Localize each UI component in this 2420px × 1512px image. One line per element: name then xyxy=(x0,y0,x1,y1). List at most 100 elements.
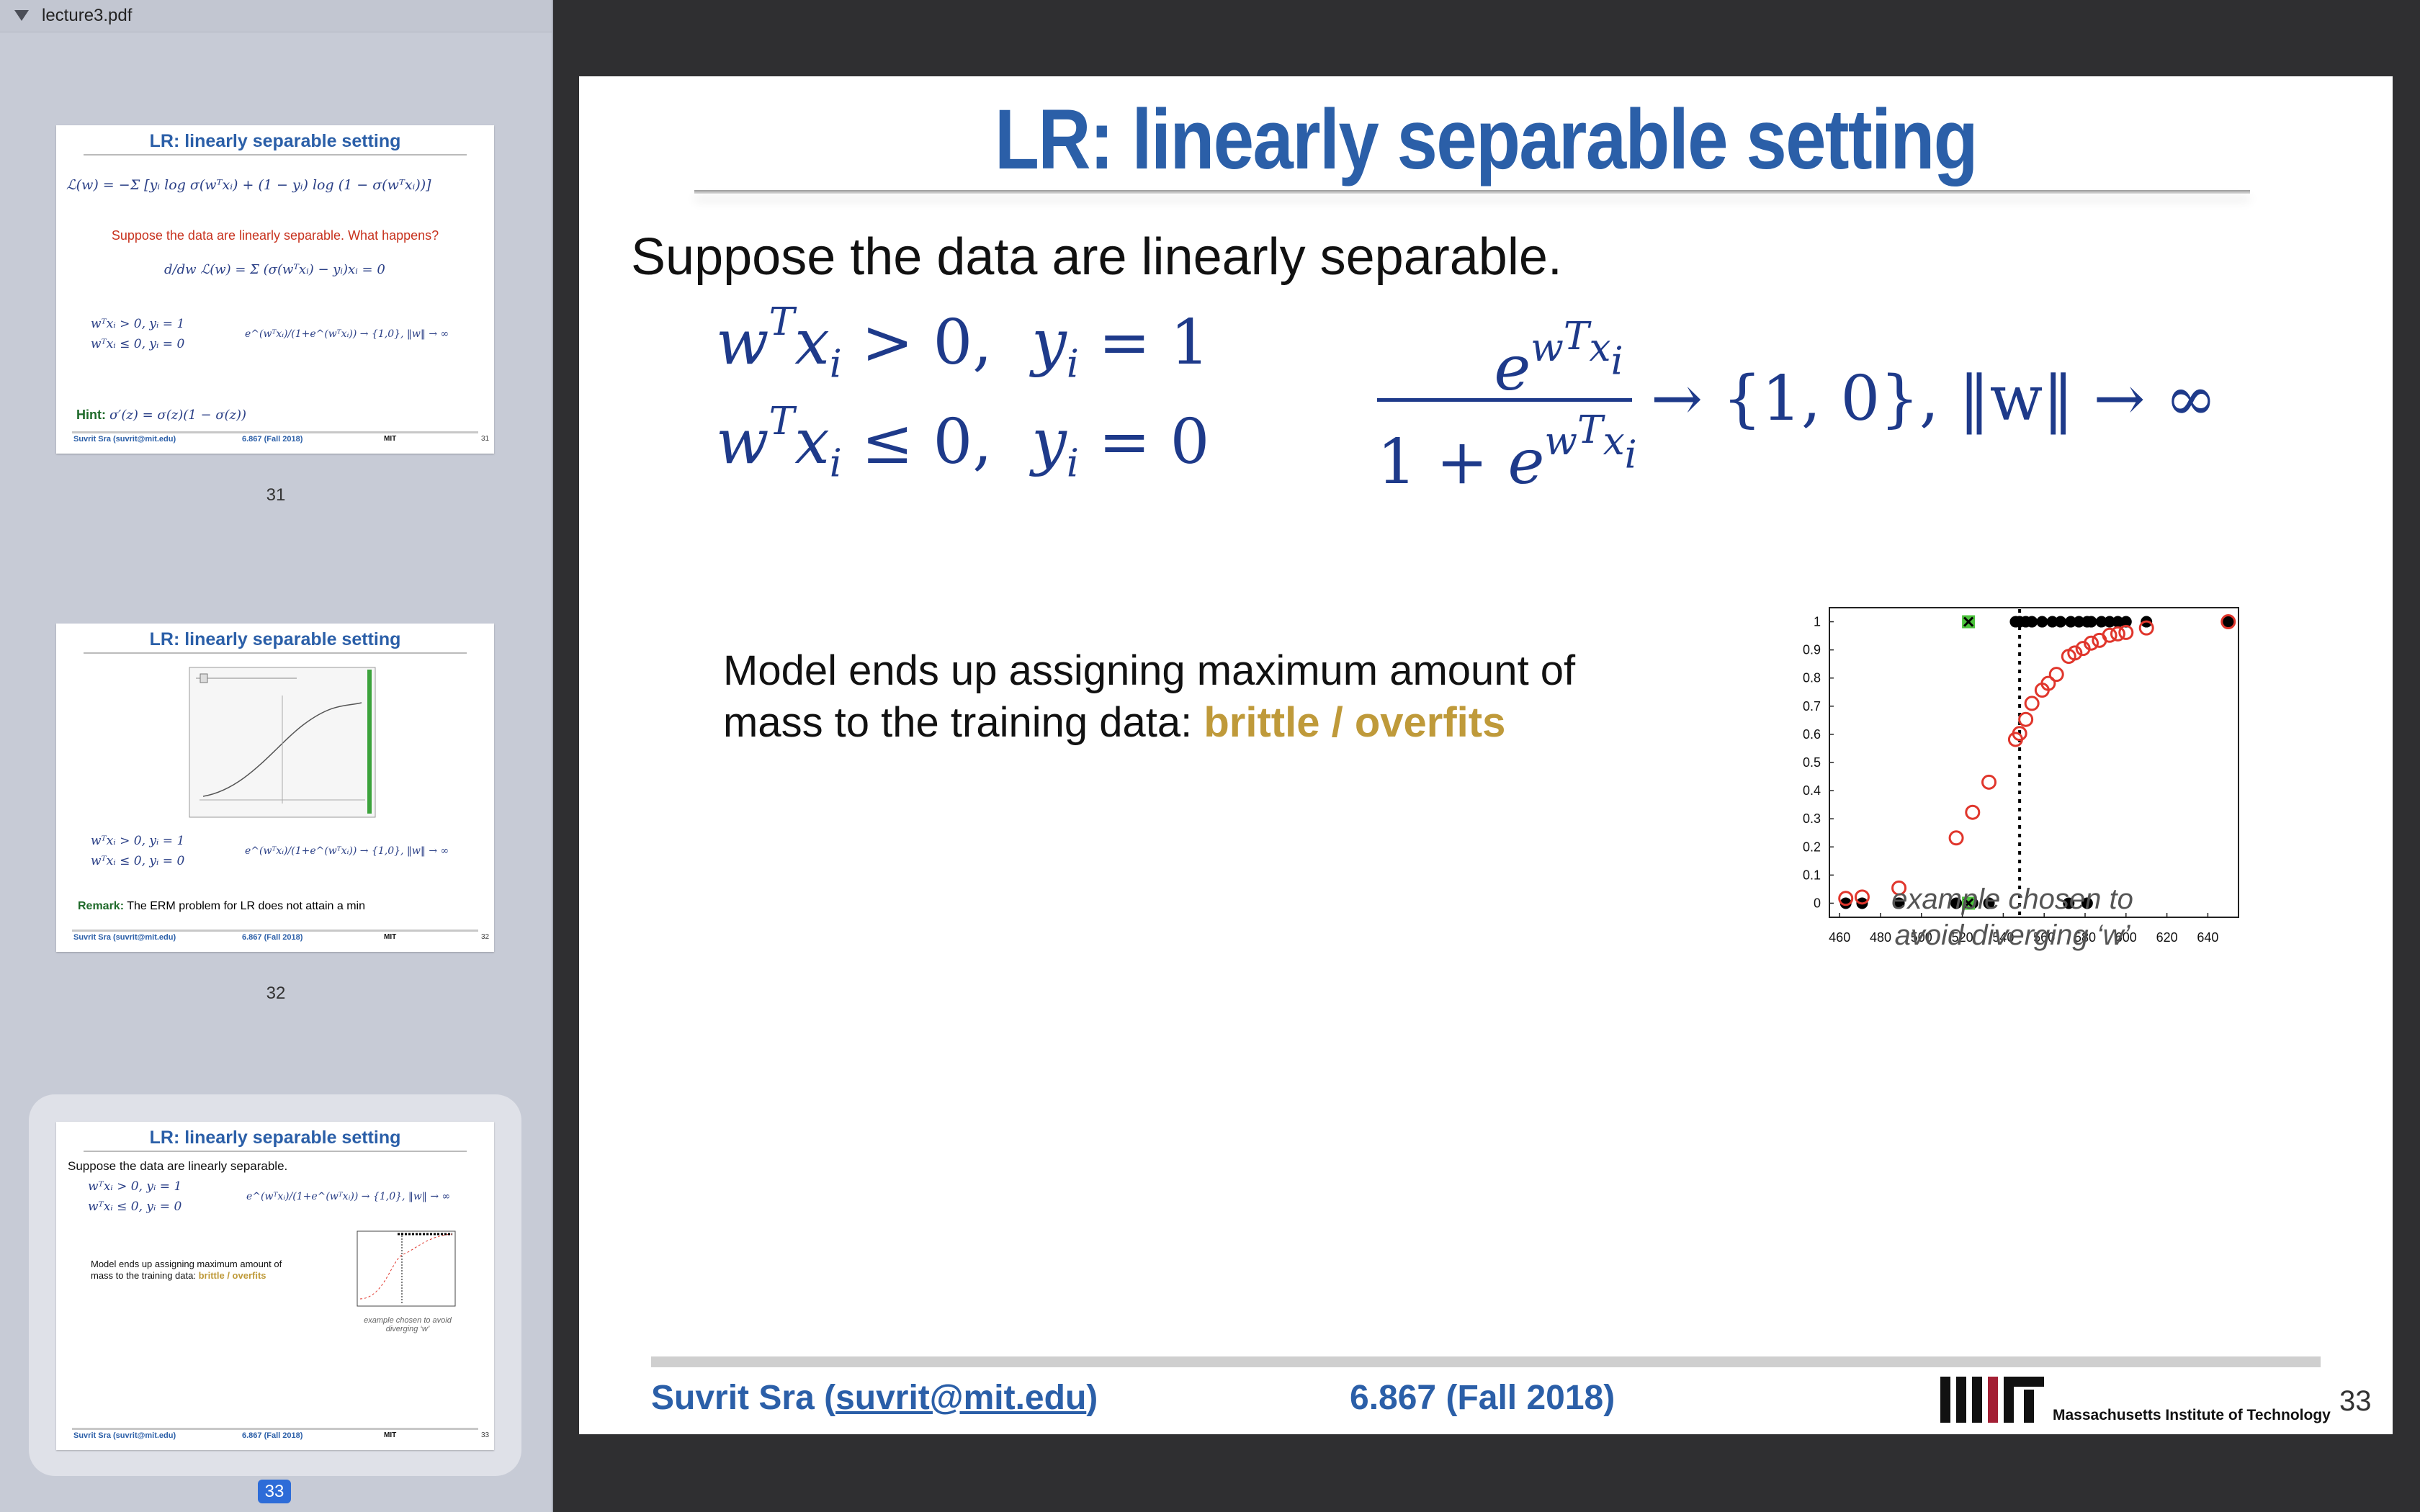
thumb-model-line2: mass to the training data: brittle / ove… xyxy=(91,1270,266,1281)
sidebar-header[interactable]: lecture3.pdf xyxy=(0,0,552,32)
thumb-model-line1: Model ends up assigning maximum amount o… xyxy=(91,1259,282,1269)
x-tick-label: 520 xyxy=(1952,930,1973,945)
fitted-probability-point xyxy=(1838,891,1854,906)
data-point-filled xyxy=(2073,616,2085,628)
condition-1: wᵀxᵢ > 0, yᵢ = 1 xyxy=(88,1179,182,1194)
data-point-filled xyxy=(2104,616,2116,628)
y-tick-label: 1 xyxy=(1814,615,1821,629)
model-line-2: mass to the training data: brittle / ove… xyxy=(723,697,1575,749)
x-tick-label: 600 xyxy=(2115,930,2137,945)
fitted-probability-point xyxy=(1891,880,1907,896)
fitted-probability-point xyxy=(2118,624,2134,640)
slide-title: LR: linearly separable setting xyxy=(995,92,1978,187)
model-line-2-text: mass to the training data: xyxy=(723,699,1204,746)
axis-ticks: 460 480 500 520 540 560 580 600 620 640 0 0.1 0.2 0.3… xyxy=(1803,615,2218,945)
limit-formula: e^(wᵀxᵢ)/(1+e^(wᵀxᵢ)) → {1,0}, ‖w‖ → ∞ xyxy=(246,1191,451,1202)
footer-course: 6.867 (Fall 2018) xyxy=(1350,1379,1615,1417)
footer-author: Suvrit Sra (suvrit@mit.edu) xyxy=(651,1378,1098,1418)
title-rule xyxy=(694,190,2250,194)
footer-email-link[interactable]: suvrit@mit.edu xyxy=(835,1379,1087,1417)
embedded-plot-icon xyxy=(189,667,376,818)
x-tick-label: 580 xyxy=(2074,930,2096,945)
data-point-filled xyxy=(2054,616,2066,628)
thumbnail-sidebar: lecture3.pdf LR: linearly separable sett… xyxy=(0,0,553,1512)
fitted-probability-point xyxy=(2138,620,2154,636)
gradient-formula: d/dw ℒ(w) = Σ (σ(wᵀxᵢ) − yᵢ)xᵢ = 0 xyxy=(164,262,385,277)
mit-logo-icon xyxy=(1940,1377,2044,1423)
fitted-probability-point xyxy=(1965,804,1981,820)
footer-rule xyxy=(72,431,478,433)
x-tick-label: 480 xyxy=(1870,930,1891,945)
x-tick-label: 460 xyxy=(1829,930,1850,945)
file-name: lecture3.pdf xyxy=(42,6,133,25)
thumb-footer-course: 6.867 (Fall 2018) xyxy=(242,1431,303,1440)
logistic-fit-chart: 460 480 500 520 540 560 580 600 620 640 0 0.1 0.2 0.3… xyxy=(1803,607,2239,945)
model-line-1: Model ends up assigning maximum amount o… xyxy=(723,647,1576,694)
fitted-probability-point xyxy=(2018,711,2034,727)
thumb-footer-author: Suvrit Sra (suvrit@mit.edu) xyxy=(73,933,176,942)
data-point-filled xyxy=(2112,616,2124,628)
hint-formula: σ′(z) = σ(z)(1 − σ(z)) xyxy=(109,408,247,423)
loss-formula: ℒ(w) = −Σ [yᵢ log σ(wᵀxᵢ) + (1 − yᵢ) log… xyxy=(66,177,431,193)
thumbnail-page-32[interactable]: LR: linearly separable setting wᵀxᵢ > 0,… xyxy=(56,624,494,952)
data-point-filled xyxy=(2063,897,2075,909)
title-rule xyxy=(84,652,467,654)
disclosure-triangle-icon[interactable] xyxy=(14,10,29,21)
question-text: Suppose the data are linearly separable.… xyxy=(111,228,439,243)
y-tick-label: 0.3 xyxy=(1803,811,1821,826)
y-tick-label: 0.8 xyxy=(1803,671,1821,685)
condition-2: wᵀxᵢ ≤ 0, yᵢ = 0 xyxy=(91,854,185,868)
y-tick-label: 0.1 xyxy=(1803,868,1821,882)
thumb-chart-icon xyxy=(357,1230,456,1307)
thumbnail-label-32: 32 xyxy=(266,984,286,1003)
chart-caption: example chosen to avoid diverging ‘w’ xyxy=(1811,881,2214,953)
fitted-probability-point xyxy=(2067,645,2083,661)
data-point-filled xyxy=(2065,616,2077,628)
thumb-title: LR: linearly separable setting xyxy=(149,1128,401,1148)
data-point-filled xyxy=(2095,616,2107,628)
x-tick-label: 500 xyxy=(1911,930,1932,945)
limit-formula: e^(wᵀxᵢ)/(1+e^(wᵀxᵢ)) → {1,0}, ‖w‖ → ∞ xyxy=(245,328,449,340)
limit-formula: e^(wᵀxᵢ)/(1+e^(wᵀxᵢ)) → {1,0}, ‖w‖ → ∞ xyxy=(245,845,449,857)
fitted-probability-point xyxy=(1948,830,1964,846)
data-point-filled xyxy=(2036,616,2048,628)
highlighted-point-cross xyxy=(1963,616,1974,627)
remark-label: Remark: xyxy=(78,900,125,912)
mit-logo-icon: MIT xyxy=(384,933,397,941)
footer-rule xyxy=(72,930,478,932)
thumb-title: LR: linearly separable setting xyxy=(149,131,401,151)
condition-2: wᵀxᵢ ≤ 0, yᵢ = 0 xyxy=(88,1200,182,1214)
model-statement: Model ends up assigning maximum amount o… xyxy=(723,645,1575,749)
y-tick-label: 0.5 xyxy=(1803,755,1821,770)
fraction-bar xyxy=(1377,398,1632,402)
fitted-probability-point xyxy=(2024,696,2040,711)
thumb-footer-number: 31 xyxy=(481,435,490,443)
thumbnail-page-33[interactable]: LR: linearly separable setting Suppose t… xyxy=(56,1122,494,1450)
thumb-footer-course: 6.867 (Fall 2018) xyxy=(242,435,303,444)
thumb-model-highlight: brittle / overfits xyxy=(198,1270,266,1281)
footer-author-name: Suvrit Sra ( xyxy=(651,1379,836,1417)
caption-line-1: example chosen to xyxy=(1891,883,2133,915)
fitted-probability-point xyxy=(2220,614,2236,630)
thumb-footer-author: Suvrit Sra (suvrit@mit.edu) xyxy=(73,435,176,444)
y-tick-label: 0.4 xyxy=(1803,783,1821,798)
data-point-filled xyxy=(1950,897,1963,909)
fitted-probability-point xyxy=(2012,726,2027,742)
remark-text: The ERM problem for LR does not attain a… xyxy=(127,900,366,912)
hint-line: Hint: σ′(z) = σ(z)(1 − σ(z)) xyxy=(76,408,246,423)
footer-author-close: ) xyxy=(1086,1379,1098,1417)
highlighted-point-cross xyxy=(1963,898,1974,909)
hint-label: Hint: xyxy=(76,408,106,422)
data-point-filled xyxy=(2046,616,2058,628)
thumbnail-page-31[interactable]: LR: linearly separable setting ℒ(w) = −Σ… xyxy=(56,125,494,454)
fraction-denominator: 1 + ewTxi xyxy=(1377,408,1637,498)
selected-page-badge: 33 xyxy=(258,1480,291,1503)
data-point-filled xyxy=(2222,616,2234,628)
footer-rule xyxy=(72,1428,478,1430)
fitted-probability-point xyxy=(1981,774,1997,790)
y-tick-label: 0.9 xyxy=(1803,643,1821,657)
fitted-probability-point xyxy=(1854,889,1870,905)
x-tick-label: 540 xyxy=(1992,930,2014,945)
thumbnail-label-31: 31 xyxy=(266,485,286,505)
fraction-numerator: ewTxi xyxy=(1494,314,1623,405)
